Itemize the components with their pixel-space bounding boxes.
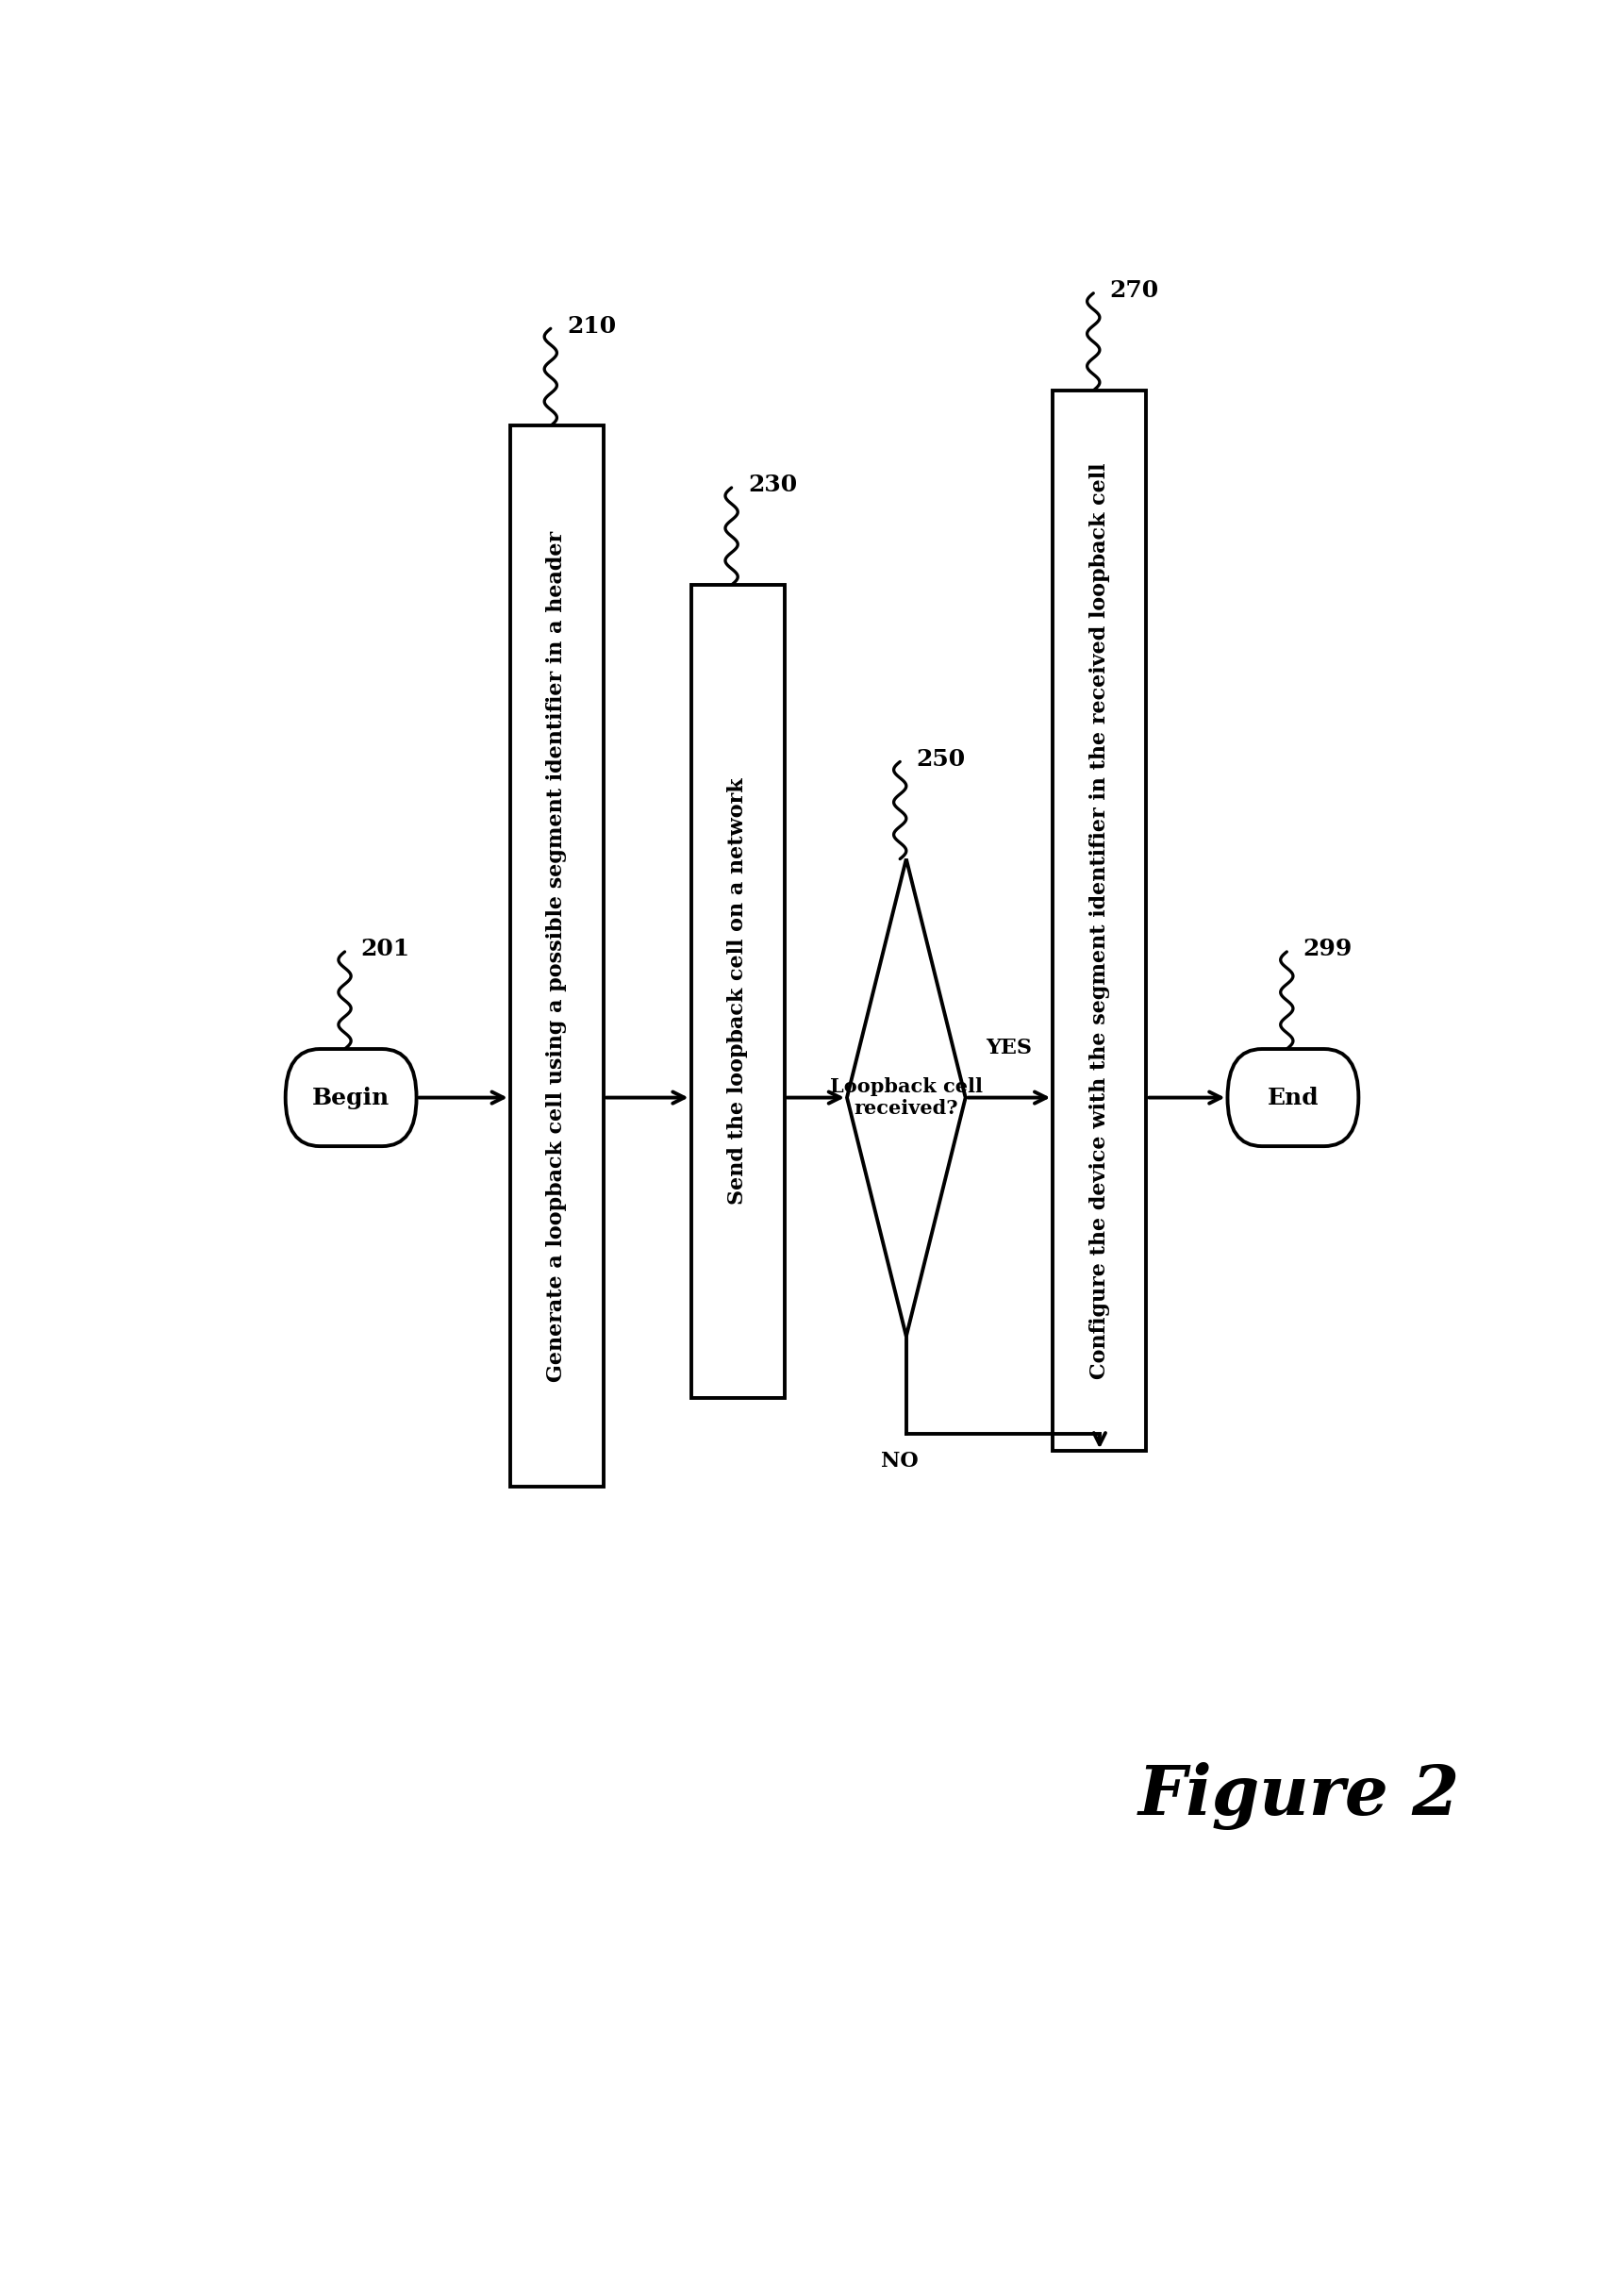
Text: Loopback cell
received?: Loopback cell received? [829, 1077, 982, 1118]
FancyBboxPatch shape [1227, 1049, 1359, 1146]
Text: 230: 230 [747, 473, 797, 496]
Text: 250: 250 [916, 748, 966, 771]
Text: 270: 270 [1109, 280, 1159, 303]
Text: Figure 2: Figure 2 [1138, 1761, 1460, 1830]
Text: 210: 210 [567, 315, 617, 338]
Text: YES: YES [985, 1038, 1032, 1058]
Text: Configure the device with the segment identifier in the received loopback cell: Configure the device with the segment id… [1090, 461, 1109, 1380]
Text: 201: 201 [361, 939, 411, 960]
FancyBboxPatch shape [285, 1049, 417, 1146]
Bar [1053, 390, 1146, 1451]
Text: Generate a loopback cell using a possible segment identifier in a header: Generate a loopback cell using a possibl… [546, 530, 567, 1382]
Bar [510, 425, 604, 1486]
Text: NO: NO [881, 1451, 919, 1472]
Bar [691, 585, 784, 1398]
Text: Send the loopback cell on a network: Send the loopback cell on a network [728, 778, 749, 1205]
Polygon shape [847, 859, 966, 1336]
Text: Begin: Begin [312, 1086, 390, 1109]
Text: End: End [1267, 1086, 1319, 1109]
Text: 299: 299 [1302, 939, 1352, 960]
